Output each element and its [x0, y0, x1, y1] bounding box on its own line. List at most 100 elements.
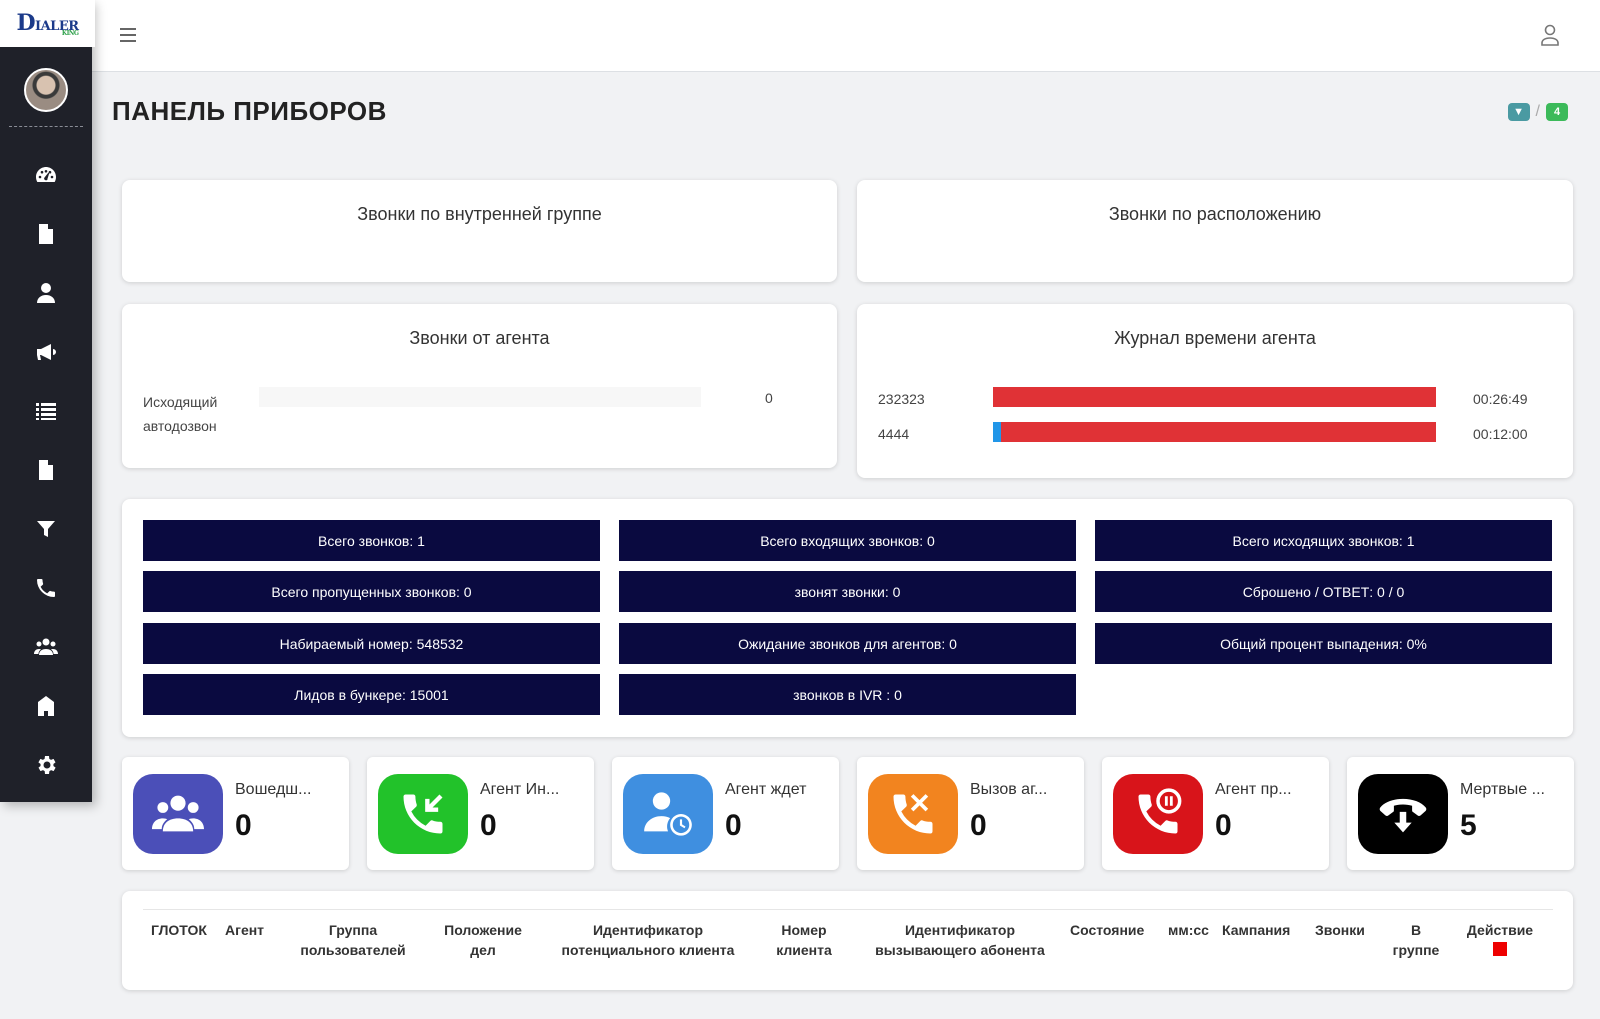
sidebar-item-lists[interactable]	[0, 381, 92, 440]
agent-calls-title: Звонки от агента	[409, 328, 550, 348]
list-icon	[36, 402, 56, 420]
tile-label: Вошедш...	[235, 781, 312, 798]
avatar[interactable]	[24, 68, 68, 112]
sidebar-item-settings[interactable]	[0, 735, 92, 794]
user-clock-icon	[644, 792, 692, 836]
tile-value: 5	[1460, 809, 1477, 842]
table-header-divider	[143, 909, 1553, 910]
paused-call-icon	[1138, 788, 1182, 834]
stat-leads-in-hopper: Лидов в бункере: 15001	[143, 674, 600, 715]
tile-value: 0	[480, 809, 497, 842]
stat-missed-calls: Всего пропущенных звонков: 0	[143, 571, 600, 612]
tile-value: 0	[235, 809, 252, 842]
user-icon	[37, 282, 55, 303]
tile-agent-call[interactable]: Вызов аг... 0	[857, 757, 1084, 870]
action-stop-icon[interactable]	[1493, 942, 1507, 956]
group-icon	[34, 638, 58, 655]
stat-waiting-calls: Ожидание звонков для агентов: 0	[619, 623, 1076, 664]
stats-card: Всего звонков: 1 Всего входящих звонков:…	[122, 499, 1573, 737]
sidebar-item-dashboard[interactable]	[0, 145, 92, 204]
group-icon	[152, 795, 204, 832]
sidebar-item-files[interactable]	[0, 204, 92, 263]
tile-agent-paused[interactable]: Агент пр... 0	[1102, 757, 1329, 870]
menu-toggle-icon[interactable]	[120, 28, 136, 42]
building-icon	[38, 695, 54, 716]
agent-calls-row-label: Исходящий автодозвон	[143, 390, 217, 438]
th-calls: Звонки	[1315, 922, 1365, 938]
sidebar-item-groups[interactable]	[0, 617, 92, 676]
missed-call-icon	[893, 794, 933, 834]
tile-label: Агент пр...	[1215, 781, 1292, 798]
tile-dead-calls[interactable]: Мертвые ... 5	[1347, 757, 1574, 870]
tile-agent-incall[interactable]: Агент Ин... 0	[367, 757, 594, 870]
th-user-group: Группа пользователей	[300, 922, 406, 958]
th-lead-id: Идентификатор потенциального клиента	[561, 922, 735, 958]
app-logo[interactable]: DIALER KING	[0, 0, 95, 47]
agent-time-row-value: 00:12:00	[1473, 426, 1528, 442]
tile-icon-box	[1113, 774, 1203, 854]
tile-value: 0	[970, 809, 987, 842]
th-action: Действие	[1460, 920, 1540, 956]
agents-table-card	[122, 891, 1573, 990]
agent-calls-card: Звонки от агента Исходящий автодозвон 0	[122, 304, 837, 468]
th-sip: ГЛОТОК	[151, 922, 207, 938]
tile-logged-in[interactable]: Вошедш... 0	[122, 757, 349, 870]
stat-ringing-calls: звонят звонки: 0	[619, 571, 1076, 612]
sidebar-item-campaigns[interactable]	[0, 322, 92, 381]
logo-letter: D	[16, 10, 36, 36]
document-icon	[39, 459, 53, 480]
stat-ivr-calls: звонков в IVR : 0	[619, 674, 1076, 715]
tile-icon-box	[623, 774, 713, 854]
agent-time-row-value: 00:26:49	[1473, 391, 1528, 407]
location-calls-title: Звонки по расположению	[1108, 204, 1322, 224]
topbar	[92, 0, 1600, 72]
agent-time-card: Журнал времени агента 232323 00:26:49 44…	[857, 304, 1573, 478]
tile-icon-box	[133, 774, 223, 854]
stat-dropped-answered: Сброшено / ОТВЕТ: 0 / 0	[1095, 571, 1552, 612]
tile-icon-box	[1358, 774, 1448, 854]
tile-agent-waiting[interactable]: Агент ждет 0	[612, 757, 839, 870]
tile-label: Мертвые ...	[1460, 781, 1545, 798]
incoming-call-icon	[403, 794, 443, 834]
th-customer-number: Номер клиента	[776, 922, 832, 958]
filter-icon	[37, 520, 55, 537]
count-badge[interactable]: 4	[1546, 103, 1568, 121]
agent-time-bar	[1001, 422, 1436, 442]
group-calls-title: Звонки по внутренней группе	[357, 204, 602, 224]
th-caller-id: Идентификатор вызывающего абонента	[875, 922, 1045, 958]
group-calls-card: Звонки по внутренней группе	[122, 180, 837, 282]
agent-time-row-label: 232323	[878, 391, 925, 407]
tile-value: 0	[725, 809, 742, 842]
sidebar-item-filters[interactable]	[0, 499, 92, 558]
tile-icon-box	[378, 774, 468, 854]
gear-icon	[38, 755, 56, 774]
stat-inbound-calls: Всего входящих звонков: 0	[619, 520, 1076, 561]
stat-drop-percent: Общий процент выпадения: 0%	[1095, 623, 1552, 664]
phone-icon	[37, 578, 55, 597]
stat-total-calls: Всего звонков: 1	[143, 520, 600, 561]
th-agent: Агент	[225, 922, 265, 938]
logo-sub: KING	[61, 30, 79, 37]
stat-outbound-calls: Всего исходящих звонков: 1	[1095, 520, 1552, 561]
dashboard-icon	[36, 166, 56, 182]
sidebar-item-reports[interactable]	[0, 440, 92, 499]
breadcrumb: ▼ / 4	[1507, 103, 1568, 121]
tile-label: Агент Ин...	[480, 781, 560, 798]
row-label-line2: автодозвон	[143, 418, 217, 434]
breadcrumb-separator: /	[1535, 103, 1540, 120]
tile-value: 0	[1215, 809, 1232, 842]
sidebar-item-buildings[interactable]	[0, 676, 92, 735]
user-profile-icon[interactable]	[1540, 24, 1560, 46]
th-mmss: мм:сс	[1168, 922, 1209, 938]
agent-calls-bar	[259, 387, 701, 407]
tile-label: Агент ждет	[725, 781, 807, 798]
agent-calls-row-value: 0	[765, 390, 773, 406]
sidebar-item-users[interactable]	[0, 263, 92, 322]
logo-text: IALER	[35, 19, 79, 34]
sidebar-divider	[9, 126, 83, 127]
page-title: ПАНЕЛЬ ПРИБОРОВ	[112, 96, 387, 126]
th-state: Состояние	[1070, 922, 1145, 938]
sidebar-item-calls[interactable]	[0, 558, 92, 617]
filter-badge[interactable]: ▼	[1507, 103, 1530, 121]
